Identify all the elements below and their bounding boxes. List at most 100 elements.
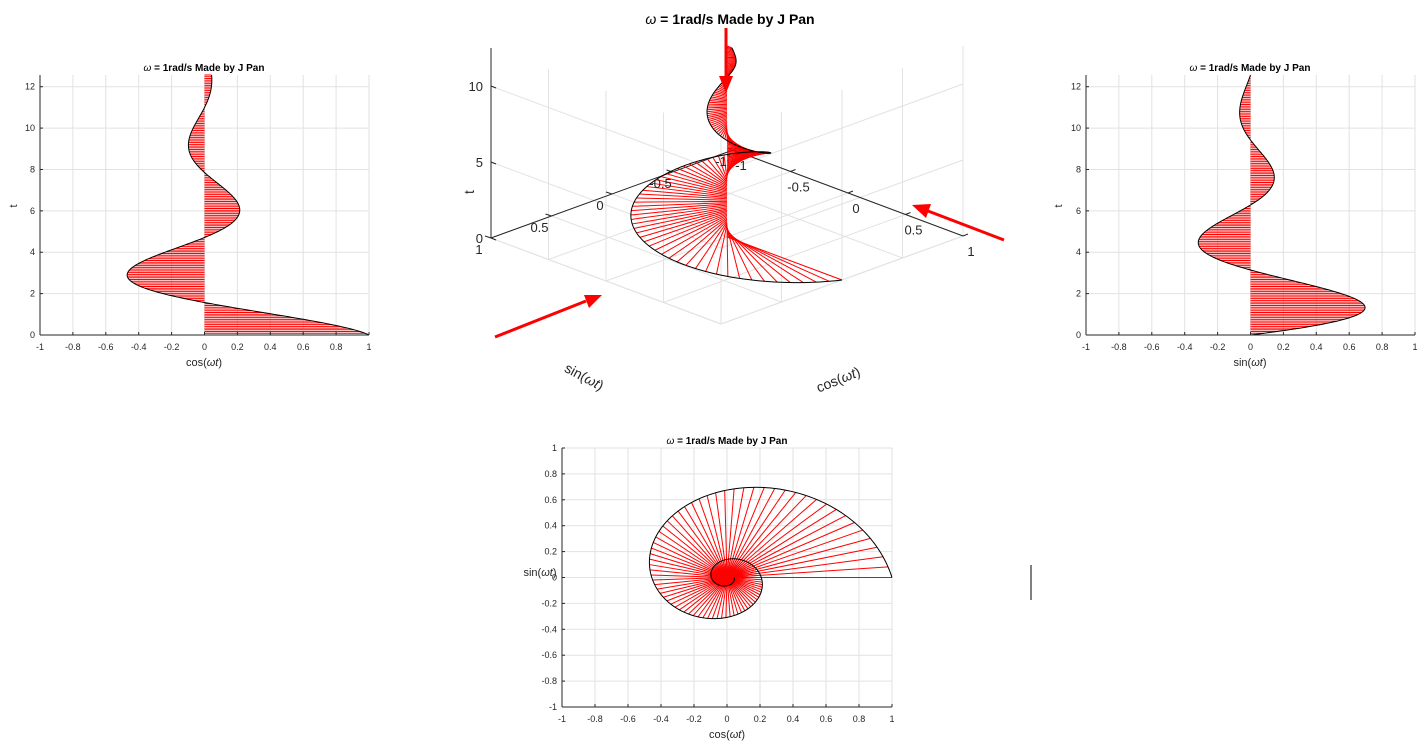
chart-left-title-rest: = 1rad/s Made by J Pan: [151, 63, 264, 74]
y-tick-label: -0.4: [541, 624, 557, 634]
fill-line: [713, 93, 728, 98]
x-tick-label: 0.6: [1343, 342, 1356, 352]
fill-line: [707, 111, 728, 117]
chart-3d-ytick-labels: -1 -0.5 0 0.5 1: [475, 154, 726, 257]
fill-line: [726, 68, 734, 74]
fill-line: [726, 225, 729, 277]
chart-bottom-xlabel-pre: cos(: [709, 729, 730, 741]
back-wall-gridline-z: [490, 237, 722, 325]
x-tick-mark: [847, 190, 854, 194]
chart-right-xlabel: sin(ωt): [1233, 357, 1266, 369]
fill-line: [631, 205, 728, 220]
fill-line: [707, 106, 728, 109]
y-tick-label: 4: [30, 247, 35, 257]
fill-line: [713, 120, 728, 130]
fill-line: [720, 125, 728, 137]
x-tick-label: 0.8: [1376, 342, 1389, 352]
chart-left-ytick-labels: 0 2 4 6 8 10 12: [25, 82, 35, 340]
y-tick-label: 8: [30, 164, 35, 174]
fill-line: [726, 64, 736, 69]
view-direction-arrows: [494, 28, 1005, 339]
chart-right-xlabel-post: ): [1263, 357, 1267, 369]
x-tick-label: 0.2: [1277, 342, 1290, 352]
fill-line: [711, 119, 728, 128]
y-tick-mark: [666, 169, 673, 173]
chart-bottom-radial-lines: [649, 487, 892, 619]
fill-line: [708, 114, 728, 120]
fill-line: [726, 54, 736, 56]
chart-bottom-ytick-labels: -1 -0.8 -0.6 -0.4 -0.2 0 0.2 0.4 0.6 0.8 1: [541, 443, 557, 712]
x-tick-label: 0.4: [264, 342, 277, 352]
chart-right-title: ω = 1rad/s Made by J Pan: [1190, 63, 1311, 74]
chart-bottom-xlabel-var: ωt: [730, 729, 743, 741]
y-tick-label: 6: [30, 206, 35, 216]
x-tick-label: -1: [735, 158, 747, 173]
fill-line: [643, 212, 728, 243]
fill-line: [661, 216, 728, 255]
fill-line: [676, 218, 728, 263]
fill-line: [688, 163, 728, 187]
fill-line: [639, 211, 728, 238]
chart-left-ylabel: t: [8, 204, 20, 207]
y-tick-label: 12: [1071, 82, 1081, 92]
fill-line: [700, 159, 728, 184]
fill-line: [630, 204, 728, 216]
fill-line: [709, 100, 728, 103]
arrow-front-side: [494, 295, 602, 339]
fill-line: [654, 214, 728, 251]
chart-bottom-xlabel-post: ): [741, 729, 745, 741]
fill-line: [706, 109, 728, 113]
fill-line: [714, 121, 728, 132]
y-tick-label: 0.8: [544, 469, 557, 479]
floor-gridline-y: [551, 215, 782, 303]
fill-line: [723, 154, 728, 179]
fill-line: [714, 91, 728, 97]
x-tick-label: 0.6: [297, 342, 310, 352]
x-tick-label: -0.4: [653, 714, 669, 724]
chart-right-fill-lines: [1198, 74, 1366, 334]
x-tick-label: -0.8: [65, 342, 81, 352]
chart-bottom-title-rest: = 1rad/s Made by J Pan: [674, 436, 787, 447]
x-tick-label: 0.8: [853, 714, 866, 724]
chart-bottom-spiral: [648, 486, 893, 620]
y-tick-label: 8: [1076, 164, 1081, 174]
x-tick-label: -0.6: [620, 714, 636, 724]
chart-bottom-title-omega: ω: [667, 436, 675, 447]
fill-line: [726, 231, 791, 283]
fill-line: [722, 127, 728, 138]
y-tick-label: -0.2: [541, 598, 557, 608]
fill-line: [726, 230, 778, 283]
chart-bottom-xtick-labels: -1 -0.8 -0.6 -0.4 -0.2 0 0.2 0.4 0.6 0.8 1: [558, 714, 895, 724]
fill-line: [694, 161, 728, 186]
x-tick-label: -0.6: [1144, 342, 1160, 352]
chart-3d-xlabel-var: ωt: [838, 365, 859, 386]
chart-center-3d-helix: ω = 1rad/s Made by J Pan -1-0.500.51 -1-…: [461, 11, 975, 395]
fill-line: [726, 50, 735, 53]
fill-line: [726, 226, 741, 279]
z-tick-mark: [490, 237, 497, 241]
x-tick-label: -0.2: [1210, 342, 1226, 352]
back-wall-gridline-z: [490, 85, 722, 173]
fill-line: [636, 197, 728, 201]
chart-3d-ylabel-post: ): [595, 377, 607, 393]
fill-line: [726, 67, 735, 72]
x-tick-label: 0.4: [787, 714, 800, 724]
fill-line: [666, 173, 728, 192]
y-tick-label: 0: [552, 573, 557, 583]
x-tick-label: 0.5: [904, 223, 922, 238]
chart-3d-ztick-labels: 0 5 10: [469, 79, 483, 246]
fill-line: [716, 123, 728, 133]
fill-line: [677, 167, 728, 190]
fill-line: [708, 115, 728, 122]
fill-line: [710, 98, 728, 102]
chart-right-xlabel-var: ωt: [1251, 357, 1264, 369]
chart-bottom-ylabel-pre: sin(: [523, 567, 541, 579]
arrow-right-side: [912, 204, 1005, 242]
chart-left-xlabel-post: ): [218, 357, 222, 369]
fill-line: [715, 89, 728, 95]
fill-line: [718, 124, 728, 135]
fill-line: [726, 45, 733, 49]
y-tick-label: 0.5: [530, 220, 548, 235]
fill-line: [632, 207, 728, 225]
x-tick-label: 0.6: [820, 714, 833, 724]
